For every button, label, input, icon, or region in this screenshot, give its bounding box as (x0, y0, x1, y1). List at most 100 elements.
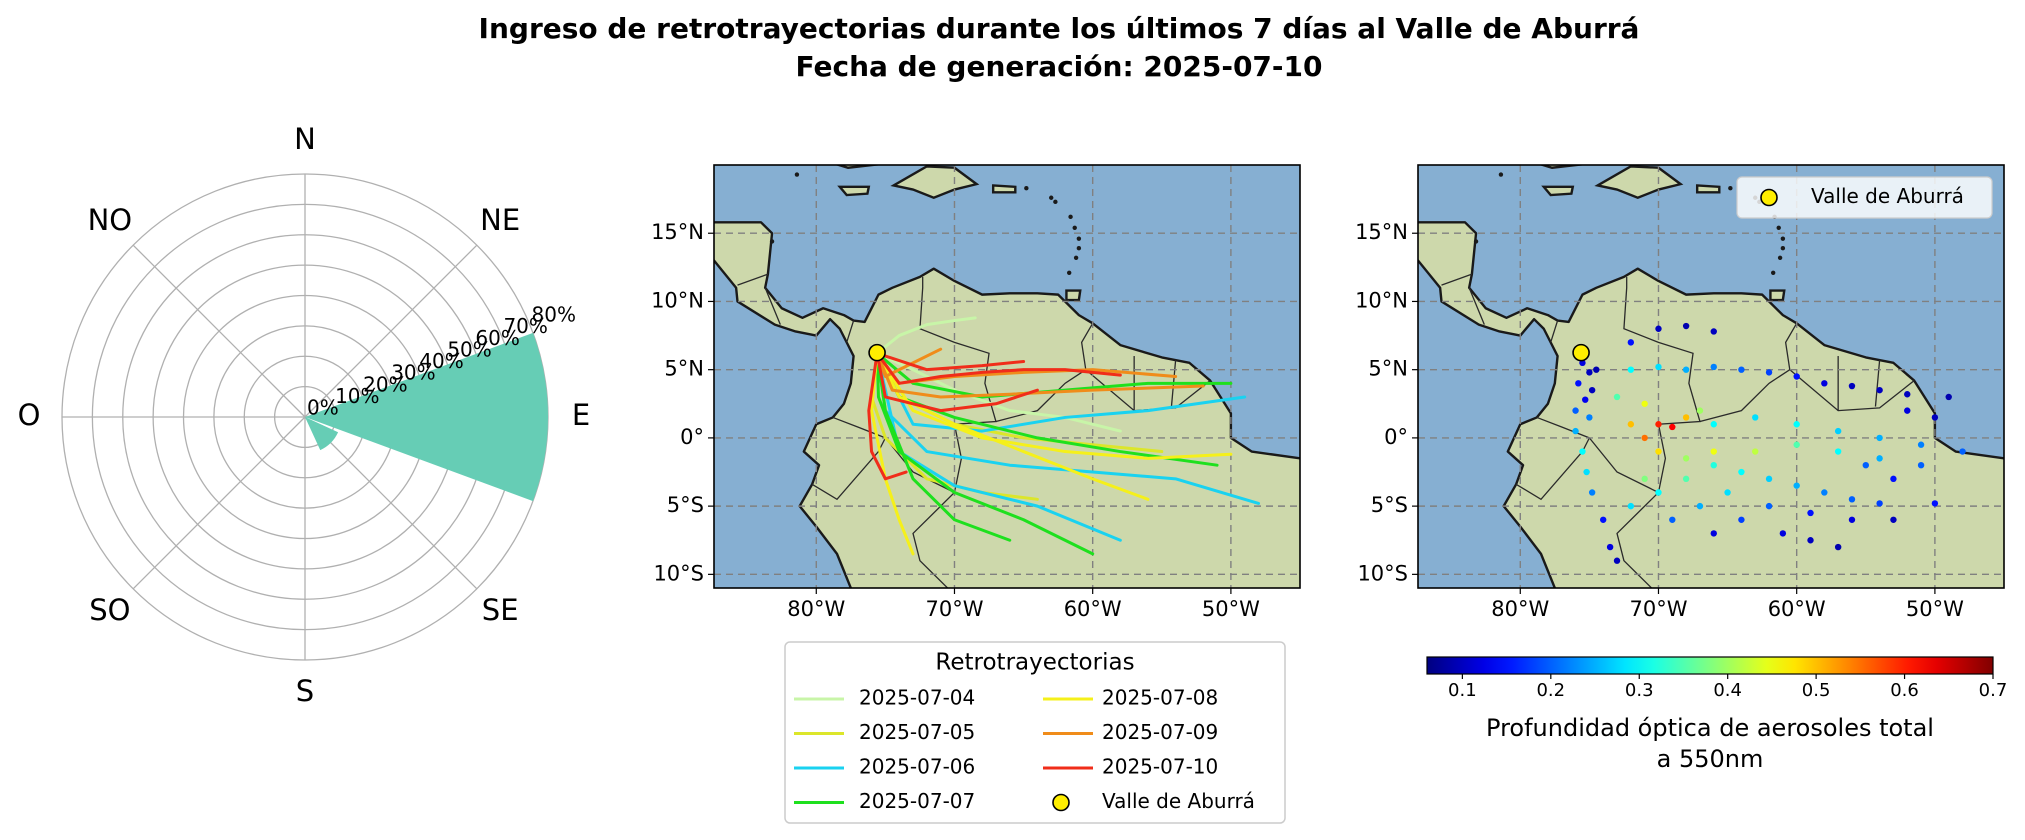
aod-point (1876, 500, 1883, 507)
aod-point (1613, 557, 1621, 564)
aod-point (1738, 516, 1745, 523)
legend-label: 2025-07-05 (859, 720, 975, 744)
island (1780, 246, 1786, 251)
aod-point (1738, 366, 1745, 373)
trajectory (875, 351, 1012, 542)
direction-label: SO (89, 593, 130, 627)
aod-point (1669, 423, 1676, 431)
radial-tick-label: 20% (363, 372, 407, 396)
y-tick-label: 10°N (651, 288, 704, 312)
aod-point (1641, 475, 1648, 483)
legend-label: 2025-07-10 (1102, 755, 1218, 779)
map-frame (713, 164, 1301, 589)
aod-point (1682, 475, 1690, 483)
aod-point (1583, 468, 1590, 476)
aod-point (1655, 489, 1662, 496)
trajectory (875, 351, 1247, 433)
figure-title: Ingreso de retrotrayectorias durante los… (479, 12, 1640, 45)
wedge (305, 417, 339, 451)
island (794, 172, 800, 177)
map (714, 165, 1300, 588)
colorbar-tick-label: 0.7 (1979, 680, 2008, 701)
aod-point (1862, 461, 1869, 469)
border (811, 416, 887, 501)
aod-point (1627, 366, 1635, 373)
aod-point (1588, 386, 1596, 394)
aod-point (1627, 339, 1635, 346)
island (837, 185, 871, 197)
island (1769, 289, 1786, 302)
trajectory (875, 351, 1205, 399)
legend-swatch (1760, 188, 1778, 207)
aod-point (1738, 468, 1745, 476)
aod-point (1821, 380, 1828, 387)
aod-point (1765, 475, 1773, 483)
aod-point (1606, 543, 1614, 551)
aod-point (1959, 448, 1966, 455)
aod-point (1931, 414, 1939, 421)
border (1515, 416, 1591, 501)
border (764, 287, 781, 325)
map (1418, 165, 2004, 588)
legend-label: 2025-07-07 (859, 789, 975, 813)
radial-tick-label: 40% (419, 349, 463, 373)
island (1776, 225, 1781, 230)
island (1073, 255, 1079, 260)
aod-point (1582, 396, 1589, 403)
trajectory (875, 351, 1122, 385)
aod-point (1655, 363, 1662, 371)
aod-point (1876, 455, 1883, 462)
aod-point (1655, 421, 1662, 428)
radial-tick-label: 0% (307, 396, 339, 420)
land (714, 221, 1300, 588)
legend-swatch (1052, 793, 1070, 812)
radial-tick-label: 80% (532, 303, 576, 327)
island (1076, 236, 1082, 241)
radial-tick-label: 70% (503, 314, 547, 338)
aod-point (1848, 516, 1856, 523)
trajectory (875, 351, 1026, 372)
aod-point (1834, 543, 1842, 551)
aod-point (1599, 516, 1607, 523)
aod-point (1876, 386, 1883, 394)
island (1065, 289, 1082, 302)
trajectory (875, 347, 943, 378)
y-tick-label: 10°S (653, 561, 704, 585)
aod-point (1793, 421, 1800, 428)
map-frame (1417, 164, 2005, 589)
border (1080, 322, 1094, 370)
aod-point (1641, 434, 1648, 442)
trajectory (875, 351, 1122, 542)
direction-axis (304, 244, 478, 418)
aod-point (1890, 516, 1897, 523)
aod-point (1793, 373, 1800, 380)
colorbar (1426, 656, 1994, 675)
y-tick-label: 0° (680, 425, 704, 449)
legend-box (1736, 176, 1993, 219)
island (1068, 214, 1073, 220)
border (1441, 273, 1473, 286)
island (1695, 184, 1721, 194)
aod-point (1917, 461, 1925, 469)
aod-point (1588, 489, 1596, 496)
direction-label: E (572, 398, 590, 432)
aod-point (1793, 441, 1800, 448)
aod-point (1682, 455, 1690, 462)
aod-point (1669, 516, 1676, 523)
aod-point (1904, 407, 1911, 414)
direction-label: NO (88, 203, 133, 237)
border (1784, 322, 1798, 370)
island (1076, 246, 1082, 251)
location-marker (868, 343, 886, 362)
aod-point (1710, 461, 1717, 469)
legend-title: Retrotrayectorias (935, 650, 1134, 676)
border (884, 437, 955, 494)
aod-point (1765, 369, 1773, 376)
legend-label: 2025-07-08 (1102, 686, 1218, 710)
aod-point (1834, 427, 1842, 435)
aod-point (1710, 530, 1717, 537)
y-tick-label: 10°N (1355, 288, 1408, 312)
x-tick-label: 50°W (1202, 597, 1260, 621)
island (1728, 185, 1733, 191)
